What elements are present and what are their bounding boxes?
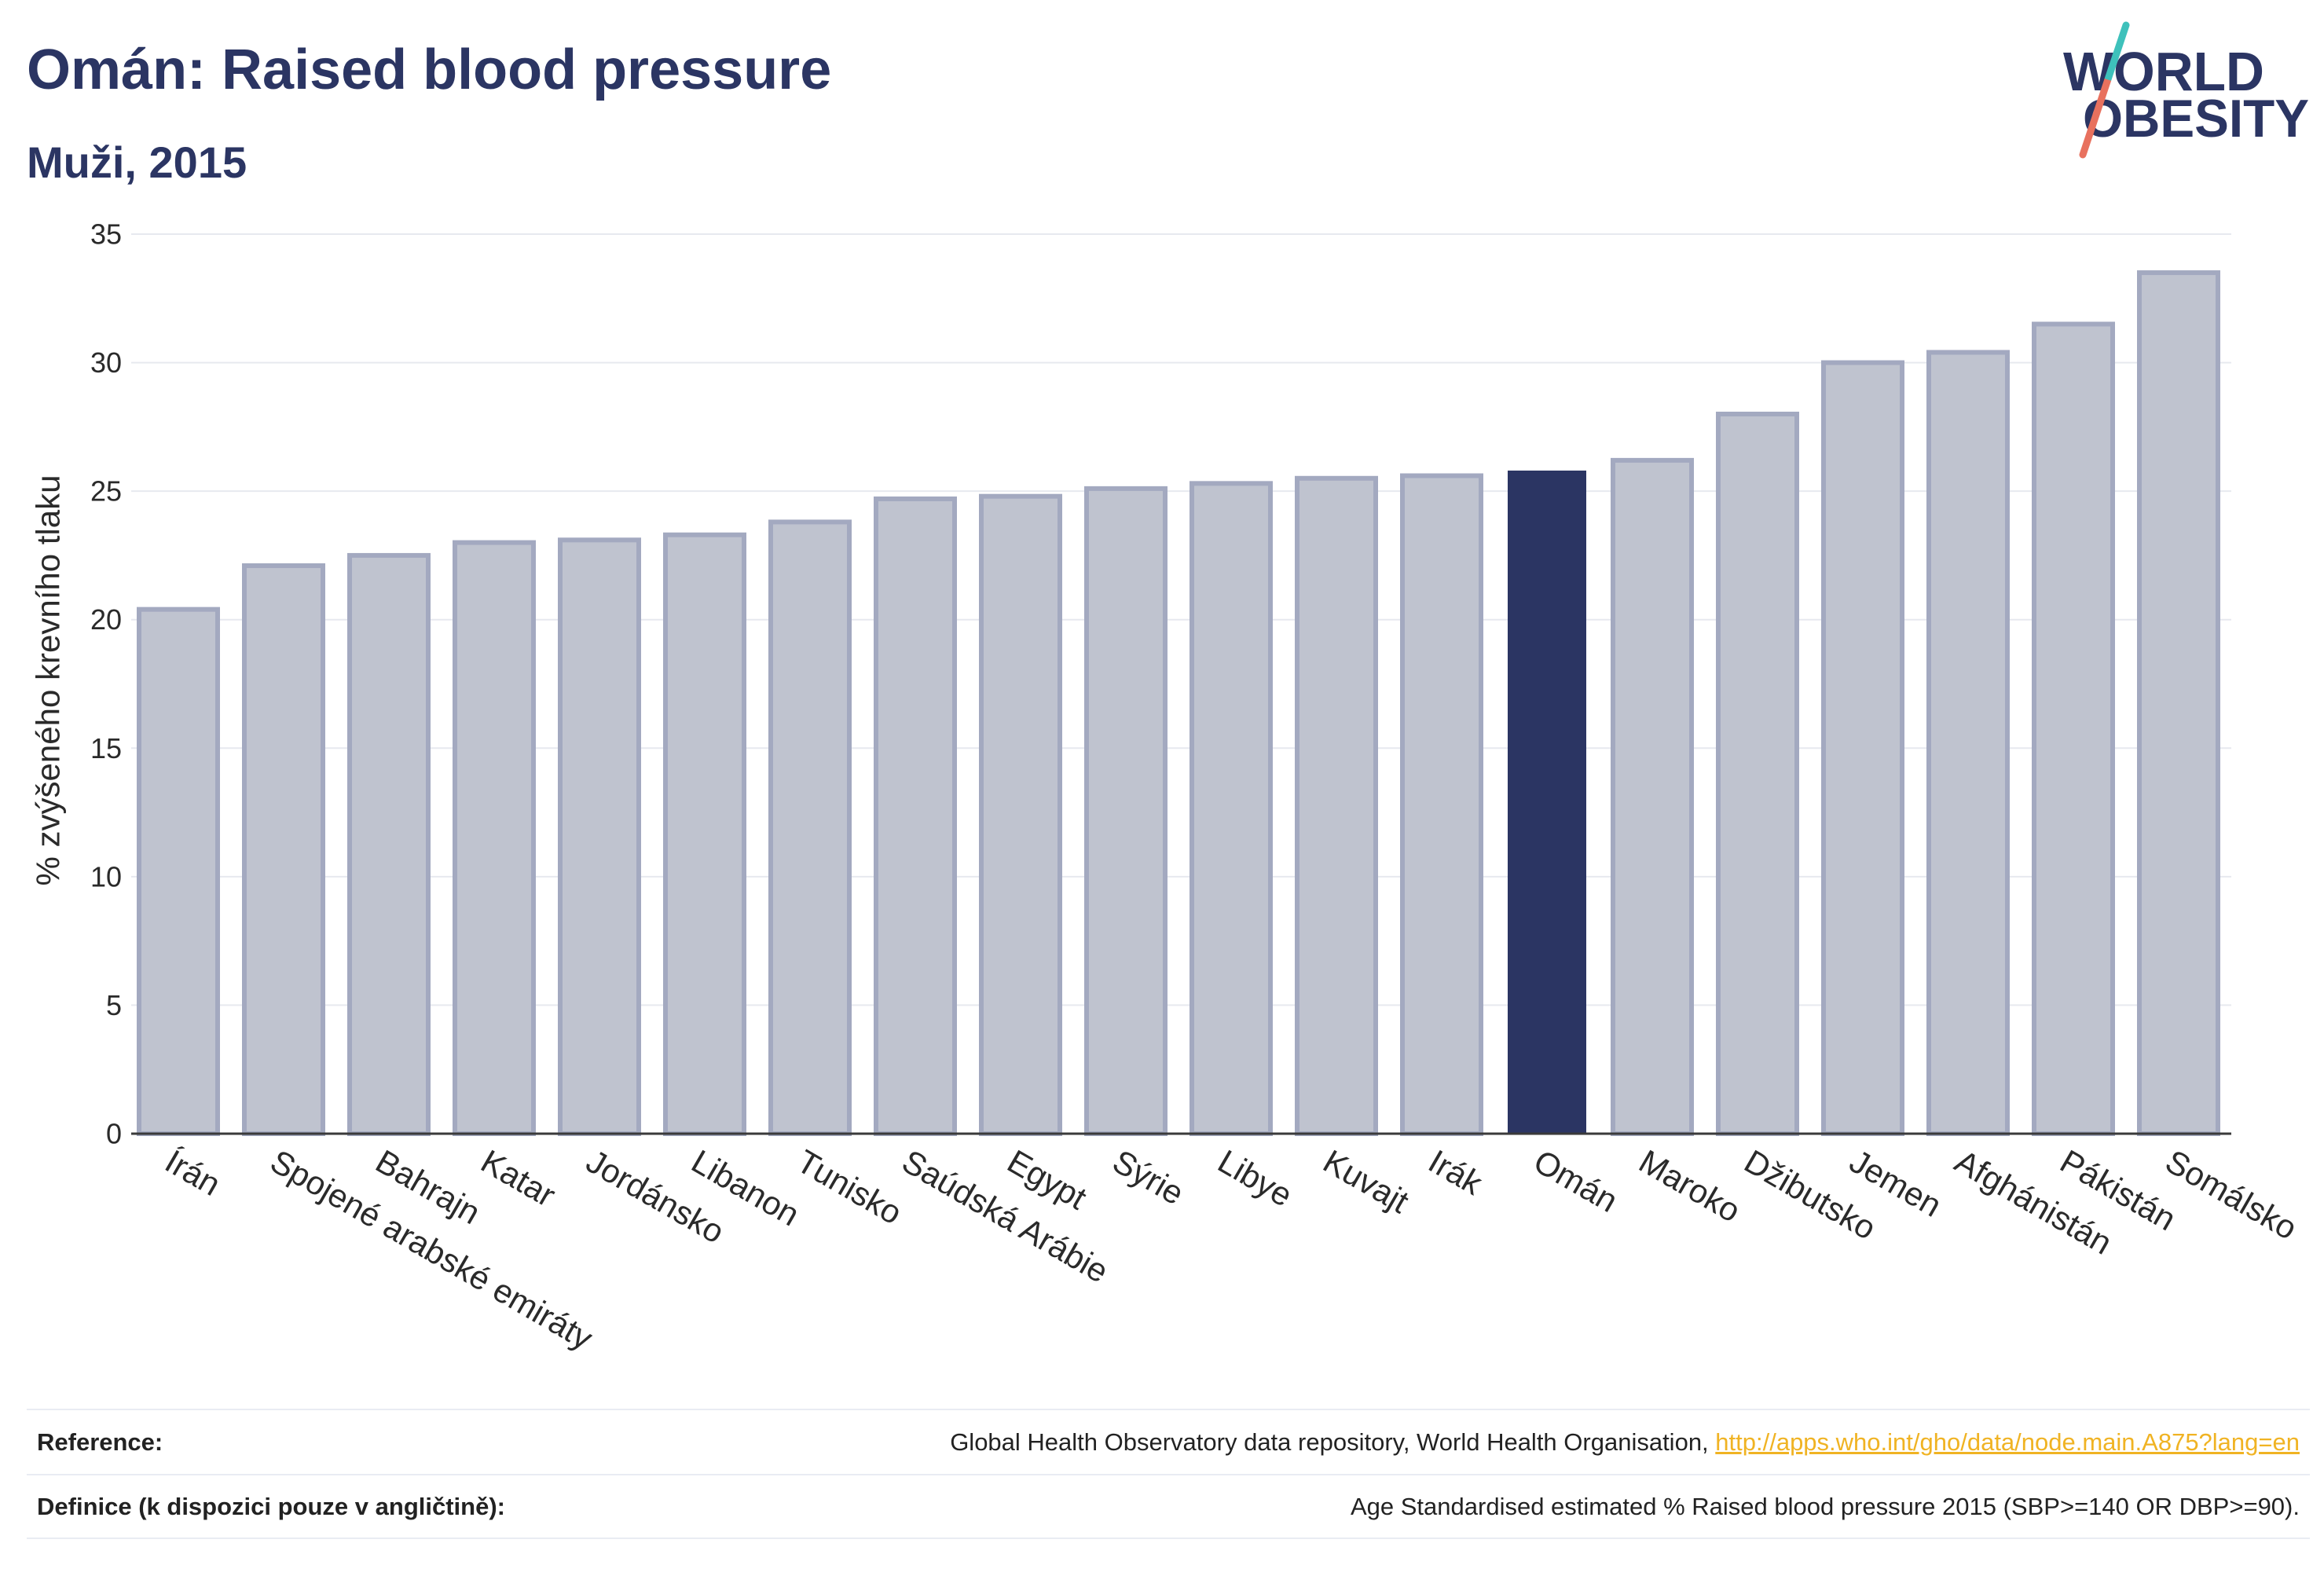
bar-chart: 0 5 10 15 20 25 30 35 % zvýšeného krevního tlak…	[30, 218, 2304, 1358]
bar[interactable]	[663, 532, 746, 1136]
y-tick-label: 20	[90, 603, 122, 636]
reference-link[interactable]: http://apps.who.int/gho/data/node.main.A…	[1715, 1428, 2300, 1456]
reference-text: Global Health Observatory data repositor…	[950, 1428, 1716, 1456]
bar[interactable]	[1716, 412, 1799, 1136]
bar[interactable]	[347, 552, 431, 1136]
bar[interactable]	[1821, 360, 1904, 1137]
bars	[137, 270, 2220, 1137]
footer: Reference: Global Health Observatory dat…	[27, 1409, 2310, 1539]
chart-title: Omán: Raised blood pressure	[27, 38, 832, 101]
bar[interactable]	[242, 563, 325, 1136]
bar[interactable]	[874, 496, 957, 1136]
y-tick-label: 15	[90, 732, 122, 764]
bar[interactable]	[2032, 321, 2115, 1136]
bar[interactable]	[1189, 481, 1273, 1136]
y-tick-label: 5	[106, 989, 122, 1021]
chart-subtitle: Muži, 2015	[27, 137, 247, 187]
reference-row: Reference: Global Health Observatory dat…	[27, 1409, 2310, 1474]
bar[interactable]	[1611, 457, 1694, 1136]
y-tick-label: 0	[106, 1118, 122, 1150]
definition-label: Definice (k dispozici pouze v angličtině…	[37, 1492, 505, 1520]
x-tick-label: Somálsko	[2160, 1142, 2304, 1247]
bar-highlighted[interactable]	[1508, 470, 1586, 1134]
x-tick-label: Irák	[1423, 1142, 1490, 1202]
x-tick-label: Kuvajt	[1318, 1142, 1416, 1220]
bar[interactable]	[137, 607, 220, 1136]
bar[interactable]	[2137, 270, 2220, 1137]
bar[interactable]	[1295, 475, 1378, 1136]
definition-text: Age Standardised estimated % Raised bloo…	[1350, 1492, 2300, 1520]
bar[interactable]	[979, 493, 1062, 1136]
definition-row: Definice (k dispozici pouze v angličtině…	[27, 1474, 2310, 1539]
logo-slash-icon	[2079, 21, 2130, 159]
y-tick-label: 10	[90, 860, 122, 892]
bar[interactable]	[453, 540, 536, 1136]
y-tick-label: 25	[90, 475, 122, 508]
x-tick-label: Sýrie	[1107, 1142, 1190, 1212]
x-tick-label: Omán	[1528, 1142, 1625, 1219]
y-axis-title: % zvýšeného krevního tlaku	[30, 475, 67, 886]
x-tick-label: Libye	[1212, 1142, 1299, 1214]
x-tick-label: Írán	[159, 1142, 227, 1203]
x-tick-label: Saúdská Arábie	[896, 1142, 1115, 1290]
y-tick-label: 30	[90, 346, 122, 379]
x-tick-label: Tunisko	[791, 1142, 909, 1231]
logo-text-world: WORLD	[2063, 41, 2264, 102]
logo-text-obesity: OBESITY	[2083, 89, 2309, 148]
bar[interactable]	[1084, 486, 1167, 1136]
bar[interactable]	[768, 519, 852, 1136]
reference-label: Reference:	[37, 1428, 163, 1456]
y-tick-label: 35	[90, 218, 122, 251]
gridlines	[131, 233, 2231, 1006]
y-tick-labels: 0 5 10 15 20 25 30 35	[90, 218, 122, 1150]
bar[interactable]	[1400, 473, 1483, 1136]
bar[interactable]	[1926, 350, 2010, 1136]
x-tick-label: Katar	[475, 1142, 562, 1214]
reference-value: Global Health Observatory data repositor…	[950, 1428, 2300, 1457]
bar[interactable]	[558, 537, 641, 1136]
x-tick-label: Maroko	[1633, 1142, 1747, 1230]
world-obesity-logo[interactable]: WORLD OBESITY	[2043, 14, 2318, 175]
